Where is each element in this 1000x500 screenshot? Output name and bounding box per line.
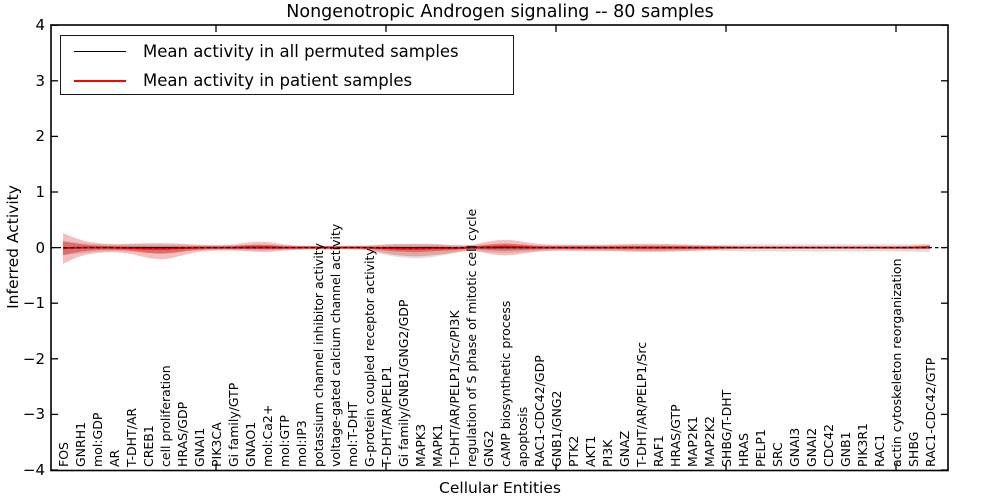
x-tick-label: HRAS/GTP xyxy=(667,404,683,467)
y-tick-label: −2 xyxy=(22,349,45,368)
x-tick-label: MAP2K2 xyxy=(701,416,717,467)
legend-label-permuted: Mean activity in all permuted samples xyxy=(143,42,459,61)
y-tick-label: 1 xyxy=(35,183,45,201)
x-tick-label: regulation of S phase of mitotic cell cy… xyxy=(463,208,479,467)
x-tick-label: RAC1 xyxy=(871,433,887,467)
y-tick-label: 2 xyxy=(35,127,45,146)
x-tick-label: RAF1 xyxy=(650,435,666,467)
x-tick-label: MAPK1 xyxy=(429,423,445,467)
plot-border xyxy=(50,24,949,472)
x-tick-label: PELP1 xyxy=(752,429,768,467)
patient-band-area-outer xyxy=(63,233,930,264)
x-tick-label: mol:GTP xyxy=(276,415,292,467)
x-tick-label: actin cytoskeleton reorganization xyxy=(888,258,904,467)
x-tick-label: Gi family/GTP xyxy=(225,382,241,467)
x-tick-label: GNG2 xyxy=(480,430,496,467)
patient-band-area-inner xyxy=(63,241,930,256)
x-tick-label: AR xyxy=(106,449,122,467)
x-tick-label: MAP2K1 xyxy=(684,416,700,467)
x-tick-label: mol:T-DHT xyxy=(344,401,360,467)
chart-title: Nongenotropic Androgen signaling -- 80 s… xyxy=(286,2,714,22)
y-tick-label: 0 xyxy=(35,238,45,257)
x-tick-label: SRC xyxy=(769,442,785,467)
legend: Mean activity in all permuted samples Me… xyxy=(60,35,514,95)
x-tick-label: RAC1-CDC42/GTP xyxy=(922,357,938,467)
x-tick-label: voltage-gated calcium channel activity xyxy=(327,223,343,467)
legend-entry-patient: Mean activity in patient samples xyxy=(61,66,513,95)
x-tick-label: cAMP biosynthetic process xyxy=(497,300,513,467)
x-tick-label: GNAI3 xyxy=(786,427,802,467)
legend-label-patient: Mean activity in patient samples xyxy=(143,71,413,90)
y-tick-label: 4 xyxy=(35,16,45,35)
x-tick-label: PTK2 xyxy=(565,435,581,467)
x-tick-label: AKT1 xyxy=(582,435,598,467)
x-tick-label: CREB1 xyxy=(140,425,156,467)
x-tick-label: T-DHT/AR/PELP1/Src xyxy=(633,341,649,467)
x-tick-label: mol:GDP xyxy=(89,412,105,467)
x-tick-label: mol:IP3 xyxy=(293,420,309,467)
x-tick-label: PIK3R1 xyxy=(854,422,870,467)
x-tick-label: CDC42 xyxy=(820,424,836,467)
x-tick-label: apoptosis xyxy=(514,406,530,467)
x-tick-label: SHBG/T-DHT xyxy=(718,389,734,467)
x-tick-label: GNAI2 xyxy=(803,427,819,467)
x-tick-label: HRAS xyxy=(735,432,751,467)
x-tick-label: FOS xyxy=(55,442,71,467)
x-tick-label: SHBG xyxy=(905,431,921,467)
x-tick-label: PI3K xyxy=(599,439,615,467)
legend-entry-permuted: Mean activity in all permuted samples xyxy=(61,37,513,66)
x-tick-label: MAPK3 xyxy=(412,423,428,467)
x-tick-label: potassium channel inhibitor activity xyxy=(310,242,326,467)
x-tick-label: GNAZ xyxy=(616,430,632,467)
x-tick-label: T-DHT/AR xyxy=(123,407,139,467)
x-axis-title: Cellular Entities xyxy=(439,479,561,497)
x-tick-label: mol:Ca2+ xyxy=(259,404,275,467)
y-tick-label: −1 xyxy=(22,294,45,313)
x-tick-label: cell proliferation xyxy=(157,365,173,467)
permuted-band-area xyxy=(63,240,930,259)
x-tick-label: GNAI1 xyxy=(191,427,207,467)
x-tick-label: T-DHT/AR/PELP1/Src/PI3K xyxy=(446,310,462,467)
x-tick-label: GNRH1 xyxy=(72,421,88,467)
x-tick-label: G-protein coupled receptor activity xyxy=(361,248,377,467)
y-tick-label: −4 xyxy=(22,461,45,479)
x-tick-label: GNB1 xyxy=(837,431,853,467)
legend-line-sample-black xyxy=(74,51,126,52)
x-tick-label: PIK3CA xyxy=(208,422,224,467)
x-tick-label: HRAS/GDP xyxy=(174,401,190,467)
x-tick-label: RAC1-CDC42/GDP xyxy=(531,355,547,467)
y-tick-label: −3 xyxy=(22,405,45,424)
y-tick-label: 3 xyxy=(35,71,45,90)
x-tick-label: Gi family/GNB1/GNG2/GDP xyxy=(395,299,411,467)
x-tick-label: T-DHT/AR/PELP1 xyxy=(378,365,394,467)
x-tick-label: GNB1/GNG2 xyxy=(548,390,564,467)
legend-line-sample-red xyxy=(74,79,126,82)
x-tick-label: GNAO1 xyxy=(242,421,258,467)
